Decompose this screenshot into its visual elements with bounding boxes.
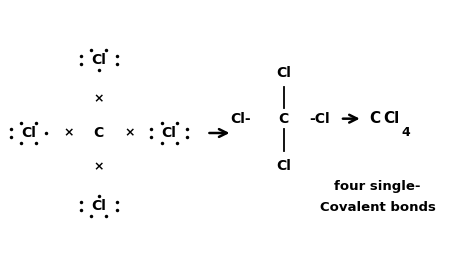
- Text: C: C: [369, 111, 380, 126]
- Text: 4: 4: [401, 127, 410, 139]
- Text: Cl: Cl: [91, 53, 106, 67]
- Text: C: C: [94, 126, 104, 140]
- Text: ×: ×: [93, 160, 104, 173]
- Text: Cl: Cl: [276, 66, 292, 80]
- Text: ×: ×: [63, 127, 73, 139]
- Text: Cl: Cl: [91, 199, 106, 213]
- Text: Cl: Cl: [276, 159, 292, 173]
- Text: -Cl: -Cl: [310, 112, 330, 126]
- Text: four single-: four single-: [334, 180, 421, 193]
- Text: Covalent bonds: Covalent bonds: [319, 201, 436, 214]
- Text: Cl-: Cl-: [230, 112, 251, 126]
- Text: C: C: [279, 112, 289, 126]
- Text: Cl: Cl: [162, 126, 176, 140]
- Text: Cl: Cl: [21, 126, 36, 140]
- Text: ×: ×: [93, 93, 104, 106]
- Text: ×: ×: [124, 127, 135, 139]
- Text: Cl: Cl: [383, 111, 400, 126]
